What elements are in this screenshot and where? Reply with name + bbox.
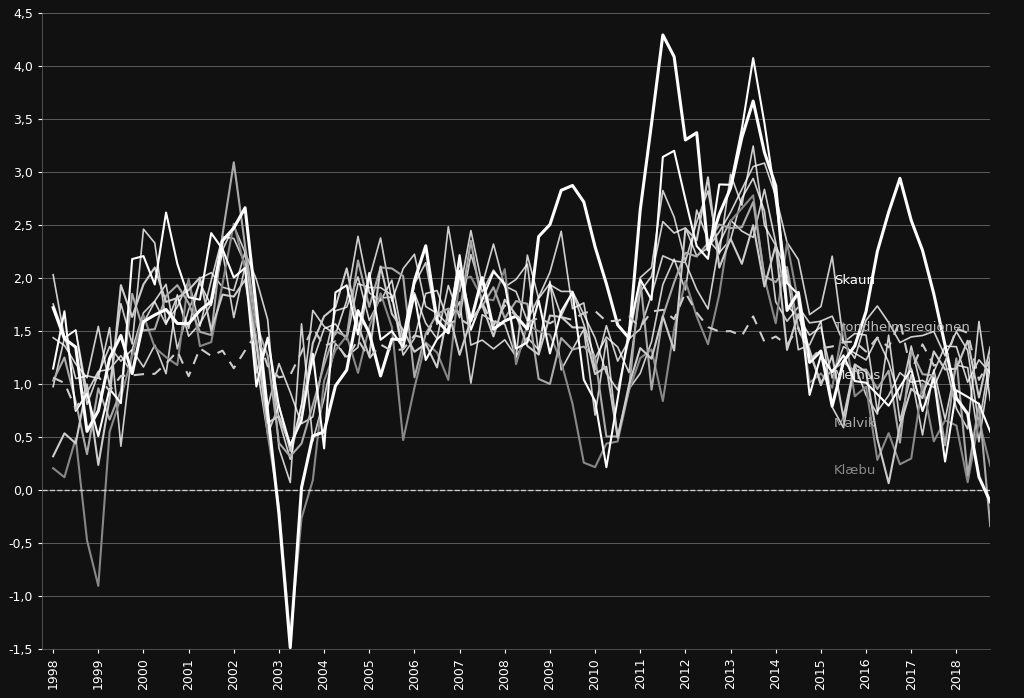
Text: Klæbu: Klæbu <box>834 464 877 477</box>
Text: Malvik: Malvik <box>834 417 877 430</box>
Text: Skaun: Skaun <box>834 274 874 287</box>
Text: Melhus: Melhus <box>834 369 881 382</box>
Text: Trondheimsregionen: Trondheimsregionen <box>834 321 970 334</box>
